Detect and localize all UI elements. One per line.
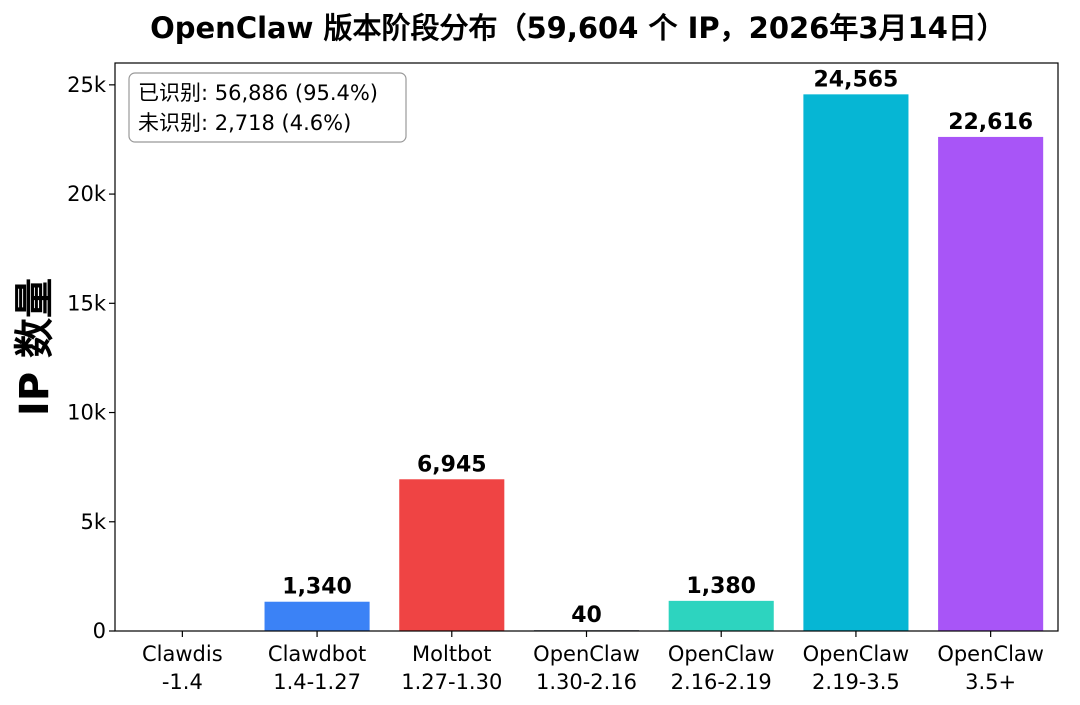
x-tick-label: 2.16-2.19 xyxy=(671,670,772,694)
x-tick-label: OpenClaw xyxy=(803,642,910,666)
value-labels-group: 1,340 6,945 40 1,380 24,565 22,616 xyxy=(282,67,1033,628)
y-tick-label: 20k xyxy=(67,182,107,206)
bar-4 xyxy=(668,600,774,631)
x-tick-label: 1.27-1.30 xyxy=(401,670,502,694)
x-tick-label: 2.19-3.5 xyxy=(812,670,900,694)
y-axis-ticks: 0 5k 10k 15k 20k 25k xyxy=(67,73,115,643)
y-tick-label: 25k xyxy=(67,73,107,97)
bar-6 xyxy=(938,136,1044,632)
summary-line-identified: 已识别: 56,886 (95.4%) xyxy=(138,81,378,105)
x-tick-label: OpenClaw xyxy=(937,642,1044,666)
x-tick-label: Moltbot xyxy=(412,642,491,666)
bar-value-label: 22,616 xyxy=(948,110,1033,135)
x-tick-label: 1.30-2.16 xyxy=(536,670,637,694)
y-axis-label: IP 数量 xyxy=(12,278,58,416)
y-tick-label: 10k xyxy=(67,401,107,425)
summary-line-unidentified: 未识别: 2,718 (4.6%) xyxy=(138,111,351,135)
x-tick-label: 1.4-1.27 xyxy=(273,670,361,694)
bar-2 xyxy=(399,479,505,631)
x-tick-label: -1.4 xyxy=(162,670,203,694)
bar-value-label: 1,340 xyxy=(282,575,352,600)
x-tick-label: OpenClaw xyxy=(533,642,640,666)
summary-box xyxy=(128,72,407,143)
bars-group xyxy=(264,94,1044,632)
plot-area-frame xyxy=(114,62,1059,632)
y-tick-label: 0 xyxy=(93,619,106,643)
x-tick-label: 3.5+ xyxy=(965,670,1016,694)
x-tick-label: Clawdbot xyxy=(268,642,366,666)
bar-1 xyxy=(264,601,370,631)
y-tick-label: 15k xyxy=(67,291,107,315)
x-axis-labels: Clawdis -1.4 Clawdbot 1.4-1.27 Moltbot 1.27-1… xyxy=(142,631,1044,694)
y-tick-label: 5k xyxy=(80,510,106,534)
bar-5 xyxy=(803,94,909,631)
x-tick-label: OpenClaw xyxy=(668,642,775,666)
summary-annotation: 已识别: 56,886 (95.4%) 未识别: 2,718 (4.6%) xyxy=(128,72,407,143)
x-tick-label: Clawdis xyxy=(142,642,223,666)
chart-title: OpenClaw 版本阶段分布（59,604 个 IP，2026年3月14日） xyxy=(150,11,1006,45)
bar-value-label: 1,380 xyxy=(686,574,756,599)
bar-value-label: 6,945 xyxy=(417,452,487,477)
bar-value-label: 40 xyxy=(571,603,602,628)
bar-value-label: 24,565 xyxy=(813,67,898,92)
